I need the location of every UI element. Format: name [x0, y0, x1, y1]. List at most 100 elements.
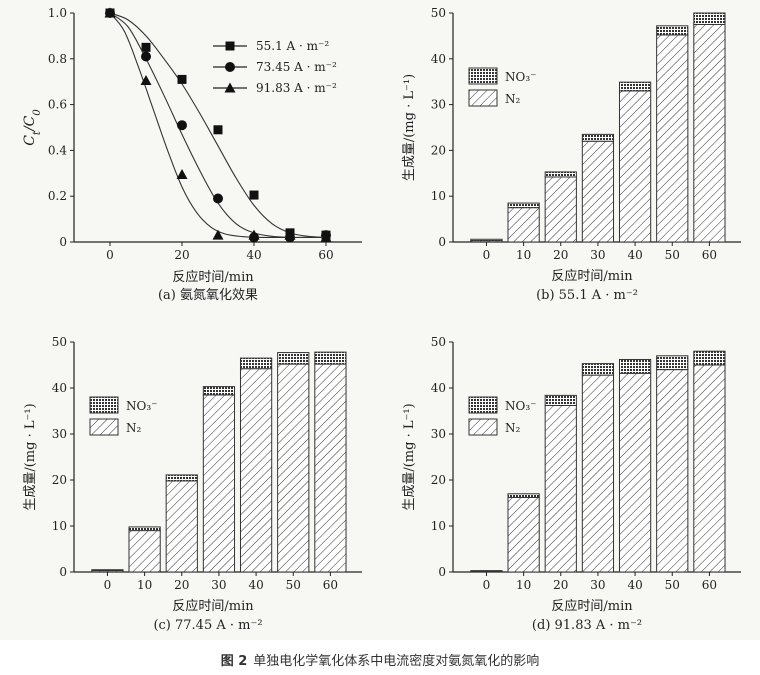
legend-marker-0	[225, 41, 235, 51]
legend-label-no3: NO₃⁻	[505, 70, 536, 84]
y-tick-label: 10	[431, 189, 446, 203]
x-axis-label: 反应时间/min	[551, 268, 633, 284]
x-tick-label: 20	[553, 578, 568, 592]
bar-no3-0	[470, 238, 503, 242]
bar-no3-30	[581, 363, 615, 376]
y-tick-label: 0	[59, 235, 67, 249]
fit-curve-2	[109, 12, 326, 239]
x-tick-label: 20	[553, 248, 568, 262]
y-axis-label: 生成量/(mg · L⁻¹)	[23, 403, 38, 510]
data-point-1-3	[213, 193, 223, 204]
x-tick-label: 20	[174, 578, 189, 592]
bar-n2-60	[314, 363, 347, 573]
y-axis-label-part: /	[22, 125, 38, 133]
figure-caption-text: 单独电化学氧化体系中电流密度对氨氮氧化的影响	[253, 654, 540, 669]
panel-caption-d: (d) 91.83 A · m⁻²	[532, 618, 642, 633]
bar-no3-60	[693, 12, 726, 25]
y-tick-label: 40	[431, 381, 446, 395]
data-point-1-2	[177, 120, 187, 131]
bar-no3-10	[128, 526, 161, 532]
bar-n2-20	[544, 404, 577, 573]
y-axis-label-part: 0	[32, 109, 43, 116]
y-tick-label: 30	[431, 427, 446, 441]
y-tick-label: 0.8	[48, 52, 67, 66]
x-tick-label: 40	[246, 248, 261, 262]
bar-n2-10	[128, 530, 161, 573]
bar-no3-50	[656, 25, 689, 36]
x-tick-label: 10	[516, 578, 531, 592]
x-tick-label: 30	[211, 578, 226, 592]
bar-no3-40	[618, 358, 652, 374]
bar-no3-50	[656, 355, 689, 371]
data-point-0-2	[177, 74, 187, 84]
bar-no3-60	[693, 350, 726, 366]
y-tick-label: 0	[438, 235, 446, 249]
x-tick-label: 60	[318, 248, 333, 262]
bar-no3-30	[581, 133, 615, 142]
legend-label-n2: N₂	[505, 421, 521, 435]
y-tick-label: 0.6	[48, 98, 67, 112]
x-axis-label: 反应时间/min	[551, 598, 633, 614]
data-point-2-5	[284, 229, 296, 240]
x-axis-label: 反应时间/min	[172, 269, 254, 285]
data-point-2-0	[104, 7, 116, 18]
x-tick-label: 30	[590, 248, 605, 262]
data-point-2-6	[320, 231, 332, 242]
y-tick-label: 50	[431, 6, 446, 20]
x-tick-label: 10	[137, 578, 152, 592]
bar-n2-40	[618, 90, 652, 243]
x-tick-label: 10	[516, 248, 531, 262]
bar-no3-0	[91, 569, 124, 572]
bar-no3-50	[277, 352, 310, 365]
legend-swatch-n2	[468, 89, 498, 107]
chart-panel-d: 0 10 20 30 40 50 0 10 20 30 40 50 60 NO₃⁻ N₂ 生成量/(mg · …	[402, 335, 741, 633]
y-tick-label: 30	[431, 98, 446, 112]
data-point-2-2	[176, 168, 188, 179]
bar-no3-40	[239, 357, 273, 370]
data-point-0-4	[249, 190, 259, 200]
chart-panel-b: 0 10 20 30 40 50 0 10 20 30 40 50 60 NO₃⁻ N₂ 生成量/(mg · …	[402, 6, 741, 303]
data-point-1-1	[141, 51, 151, 62]
figure-caption: 图 2 单独电化学氧化体系中电流密度对氨氮氧化的影响	[0, 650, 760, 669]
y-axis-label: Ct/C0	[22, 109, 43, 146]
bar-no3-40	[618, 81, 652, 92]
y-tick-label: 20	[431, 143, 446, 157]
y-tick-label: 40	[431, 52, 446, 66]
data-point-2-3	[212, 229, 224, 240]
bar-no3-10	[507, 202, 540, 209]
y-tick-label: 10	[431, 519, 446, 533]
data-point-0-1	[141, 42, 151, 52]
bar-no3-20	[544, 171, 577, 178]
y-tick-label: 0	[438, 565, 446, 579]
x-tick-label: 30	[590, 578, 605, 592]
x-tick-label: 0	[483, 578, 491, 592]
data-point-2-4	[248, 229, 260, 240]
bar-n2-10	[507, 496, 540, 573]
x-tick-label: 50	[665, 578, 680, 592]
x-tick-label: 40	[627, 248, 642, 262]
bar-n2-30	[581, 374, 615, 573]
panel-caption-c: (c) 77.45 A · m⁻²	[153, 618, 262, 633]
y-tick-label: 30	[52, 427, 67, 441]
y-tick-label: 50	[431, 335, 446, 349]
bar-n2-50	[656, 34, 689, 243]
bar-no3-20	[544, 394, 577, 406]
data-point-2-1	[140, 75, 152, 86]
bar-n2-10	[507, 207, 540, 243]
y-axis-label-part: C	[22, 115, 38, 126]
legend-label-0: 55.1 A · m⁻²	[256, 39, 329, 53]
y-tick-label: 20	[52, 473, 67, 487]
x-axis-label: 反应时间/min	[172, 598, 254, 614]
x-tick-label: 40	[248, 578, 263, 592]
y-tick-label: 0.2	[48, 189, 67, 203]
x-tick-label: 50	[286, 578, 301, 592]
legend-swatch-no3	[89, 396, 119, 414]
bar-n2-60	[693, 364, 726, 573]
y-axis-label-part: t	[32, 130, 43, 135]
x-tick-label: 60	[702, 578, 717, 592]
legend-marker-2	[224, 82, 236, 93]
y-tick-label: 10	[52, 519, 67, 533]
bar-no3-30	[202, 386, 236, 396]
legend-marker-1	[225, 62, 235, 72]
